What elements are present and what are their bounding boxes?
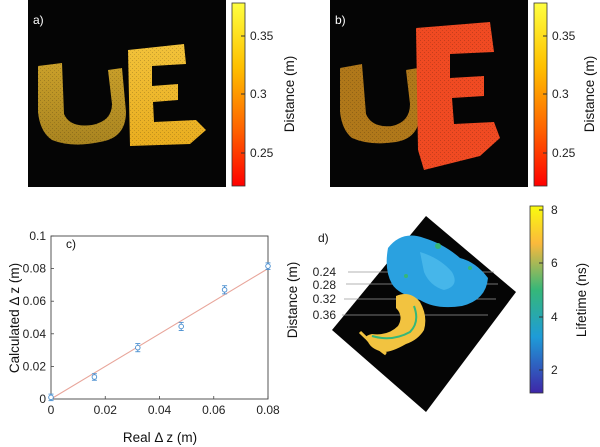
y-tick-label: 0 <box>39 392 46 406</box>
panel-b-label: b) <box>335 13 346 27</box>
x-tick-label: 0.02 <box>94 403 118 417</box>
panel-a: a) 0.35 0.3 0.25 Distance (m) <box>28 0 297 187</box>
y-tick-label: 0.06 <box>23 294 47 308</box>
panel-d-cbar-tick-3: 4 <box>551 310 558 324</box>
panel-d-label: d) <box>318 231 329 245</box>
x-tick-label: 0.06 <box>202 403 226 417</box>
panel-c: c) 0 0.02 0.04 0.06 0.08 0 0.02 0.04 0.06 0.08 0.1… <box>7 229 280 445</box>
panel-b-cbar-tick-2: 0.3 <box>552 87 569 101</box>
chart-plot-area <box>50 235 269 400</box>
panel-d-tick-4: 0.36 <box>313 308 337 322</box>
data-point <box>221 287 228 293</box>
data-point <box>48 394 54 401</box>
panel-c-label: c) <box>66 237 76 251</box>
y-tick-label: 0.1 <box>29 229 46 243</box>
chart-x-label: Real Δ z (m) <box>123 430 197 445</box>
panel-d-axis: 0.24 0.28 0.32 0.36 <box>313 265 337 322</box>
panel-d-axis-title: Distance (m) <box>285 262 300 339</box>
x-tick-label: 0.04 <box>148 403 172 417</box>
panel-b-cbar-tick-3: 0.25 <box>552 146 576 160</box>
panel-a-colorbar-title: Distance (m) <box>282 56 297 133</box>
panel-d-cbar-tick-4: 2 <box>551 363 558 377</box>
panel-d-cloud-u <box>358 294 426 356</box>
panel-d-cloud-e <box>386 235 488 308</box>
panel-a-cbar-tick-1: 0.35 <box>250 29 274 43</box>
panel-d-cbar-tick-1: 8 <box>551 203 558 217</box>
y-tick-label: 0.08 <box>23 262 47 276</box>
data-point <box>178 323 184 330</box>
panel-a-cbar-tick-2: 0.3 <box>250 87 267 101</box>
panel-b-cbar-tick-1: 0.35 <box>552 29 576 43</box>
y-tick-label: 0.02 <box>23 359 47 373</box>
x-tick-label: 0 <box>48 403 55 417</box>
data-point <box>135 344 141 351</box>
chart-marks <box>48 262 271 402</box>
panel-a-colorbar-ticks: 0.35 0.3 0.25 <box>241 29 274 160</box>
panel-b: b) 0.35 0.3 0.25 Distance (m) <box>330 0 597 187</box>
fit-line <box>50 268 269 400</box>
panel-a-label: a) <box>33 13 44 27</box>
chart-y-label: Calculated Δ z (m) <box>7 263 22 373</box>
panel-d-tick-2: 0.28 <box>313 278 337 292</box>
panel-d-colorbar-title: Lifetime (ns) <box>574 263 589 337</box>
panel-d-colorbar-ticks: 8 6 4 2 <box>539 203 558 377</box>
data-point <box>91 374 98 380</box>
panel-d-tick-1: 0.24 <box>313 265 337 279</box>
panel-a-cbar-tick-3: 0.25 <box>250 146 274 160</box>
panel-d-tick-3: 0.32 <box>313 292 337 306</box>
panel-b-colorbar-title: Distance (m) <box>582 56 597 133</box>
x-tick-label: 0.08 <box>256 403 280 417</box>
panel-d-cbar-tick-2: 6 <box>551 256 558 270</box>
panel-d-colorbar <box>529 205 544 394</box>
data-point <box>265 263 271 269</box>
panel-b-colorbar-ticks: 0.35 0.3 0.25 <box>543 29 576 160</box>
y-tick-label: 0.04 <box>23 327 47 341</box>
panel-d: d) 0.24 0.28 0.32 0.36 Dista <box>285 203 589 412</box>
